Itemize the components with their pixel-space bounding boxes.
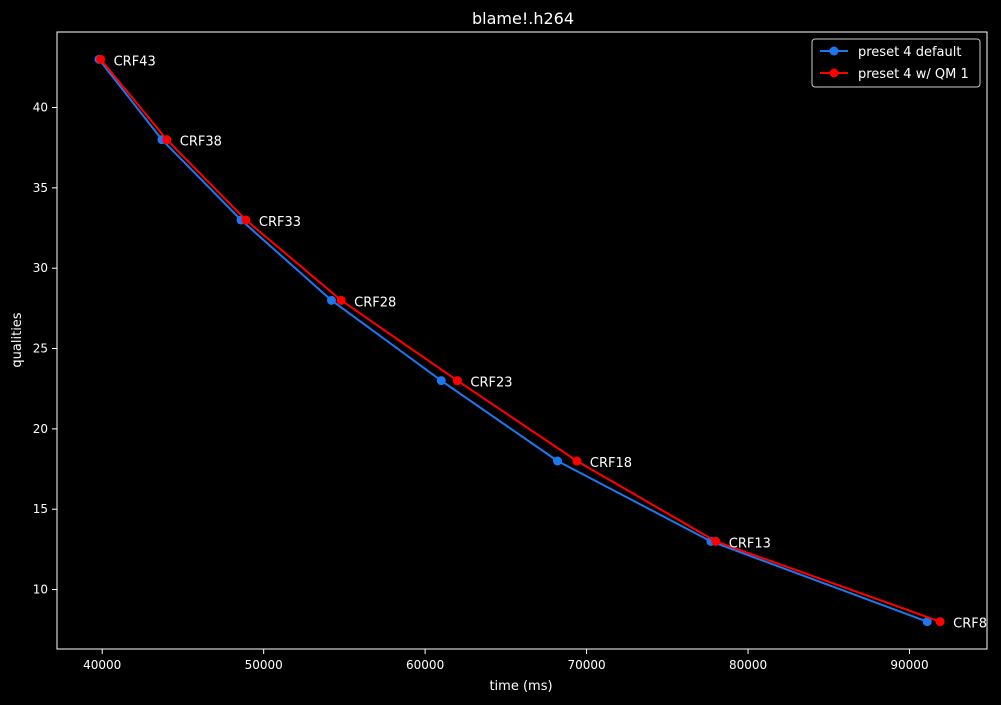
crf-annotation: CRF38 <box>180 135 222 150</box>
legend-box <box>811 38 981 88</box>
series-layer <box>94 54 945 627</box>
annotation-layer: CRF43 CRF38 CRF33 CRF28 CRF23 CRF18 CRF13 CRF8 <box>114 54 987 631</box>
chart-title: blame!.h264 <box>472 9 574 28</box>
series-1-point <box>553 456 563 466</box>
series-2-point <box>96 54 106 64</box>
x-axis-label: time (ms) <box>489 679 552 694</box>
series-1-point <box>326 295 336 305</box>
series-2-point <box>452 376 462 386</box>
series-2-point <box>336 295 346 305</box>
x-tick-label: 80000 <box>729 658 767 672</box>
series-2-point <box>572 456 582 466</box>
legend-label-2: preset 4 w/ QM 1 <box>858 67 969 82</box>
y-tick-label: 15 <box>33 502 48 516</box>
series-2-point <box>162 135 172 145</box>
x-tick-label: 70000 <box>567 658 605 672</box>
legend-label-1: preset 4 default <box>858 45 961 60</box>
x-axis: 40000 50000 60000 70000 80000 90000 <box>83 649 929 672</box>
crf-annotation: CRF43 <box>114 54 156 69</box>
series-2-point <box>935 617 945 627</box>
legend-marker-2 <box>829 68 839 78</box>
y-tick-label: 30 <box>33 261 48 275</box>
crf-annotation: CRF13 <box>729 536 771 551</box>
series-2-point <box>241 215 251 225</box>
crf-annotation: CRF33 <box>259 215 301 230</box>
y-tick-label: 40 <box>33 101 48 115</box>
y-tick-label: 25 <box>33 342 48 356</box>
plot-area-frame <box>56 31 988 650</box>
y-tick-label: 20 <box>33 422 48 436</box>
y-tick-label: 35 <box>33 181 48 195</box>
y-axis-label: qualities <box>10 312 25 367</box>
x-tick-label: 50000 <box>245 658 283 672</box>
y-tick-label: 10 <box>33 583 48 597</box>
series-1-point <box>922 617 932 627</box>
crf-annotation: CRF28 <box>354 295 396 310</box>
crf-annotation: CRF23 <box>470 376 512 391</box>
crf-annotation: CRF18 <box>590 456 632 471</box>
series-line-1 <box>98 58 928 623</box>
series-2-point <box>711 536 721 546</box>
series-1-point <box>436 376 446 386</box>
x-tick-label: 40000 <box>83 658 121 672</box>
legend-marker-1 <box>829 46 839 56</box>
crf-annotation: CRF8 <box>953 617 987 632</box>
x-tick-label: 90000 <box>890 658 928 672</box>
x-tick-label: 60000 <box>406 658 444 672</box>
y-axis: 10 15 20 25 30 35 40 <box>33 101 57 597</box>
series-line-2 <box>99 58 941 623</box>
legend: preset 4 default preset 4 w/ QM 1 <box>811 38 981 88</box>
